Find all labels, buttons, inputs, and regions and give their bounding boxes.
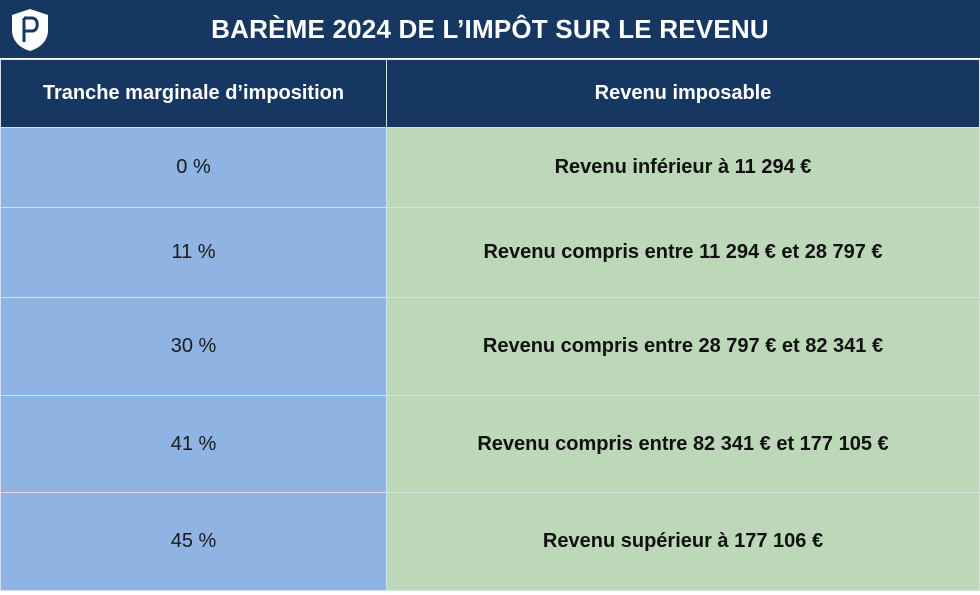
rate-cell: 41 % <box>0 395 387 493</box>
title-bar: BARÈME 2024 DE L’IMPÔT SUR LE REVENU <box>0 0 980 58</box>
income-cell: Revenu compris entre 28 797 € et 82 341 … <box>386 297 980 396</box>
income-cell: Revenu inférieur à 11 294 € <box>386 127 980 208</box>
header-row: Tranche marginale d’imposition Revenu imp… <box>0 59 980 128</box>
rate-cell: 11 % <box>0 207 387 298</box>
income-cell: Revenu compris entre 82 341 € et 177 105… <box>386 395 980 493</box>
table-row: 45 % Revenu supérieur à 177 106 € <box>0 492 980 591</box>
rate-cell: 30 % <box>0 297 387 396</box>
column-header: Revenu imposable <box>386 59 980 128</box>
title: BARÈME 2024 DE L’IMPÔT SUR LE REVENU <box>211 14 769 44</box>
table-row: 30 % Revenu compris entre 28 797 € et 82 … <box>0 297 980 396</box>
income-cell: Revenu compris entre 11 294 € et 28 797 … <box>386 207 980 298</box>
rate-cell: 0 % <box>0 127 387 208</box>
logo <box>12 9 48 51</box>
table-row: 41 % Revenu compris entre 82 341 € et 177… <box>0 395 980 493</box>
income-cell: Revenu supérieur à 177 106 € <box>386 492 980 591</box>
column-header: Tranche marginale d’imposition <box>0 59 387 128</box>
rate-cell: 45 % <box>0 492 387 591</box>
table-row: 0 % Revenu inférieur à 11 294 € <box>0 127 980 208</box>
table-row: 11 % Revenu compris entre 11 294 € et 28 … <box>0 207 980 298</box>
tax-table: Tranche marginale d’imposition Revenu imp… <box>0 59 980 591</box>
